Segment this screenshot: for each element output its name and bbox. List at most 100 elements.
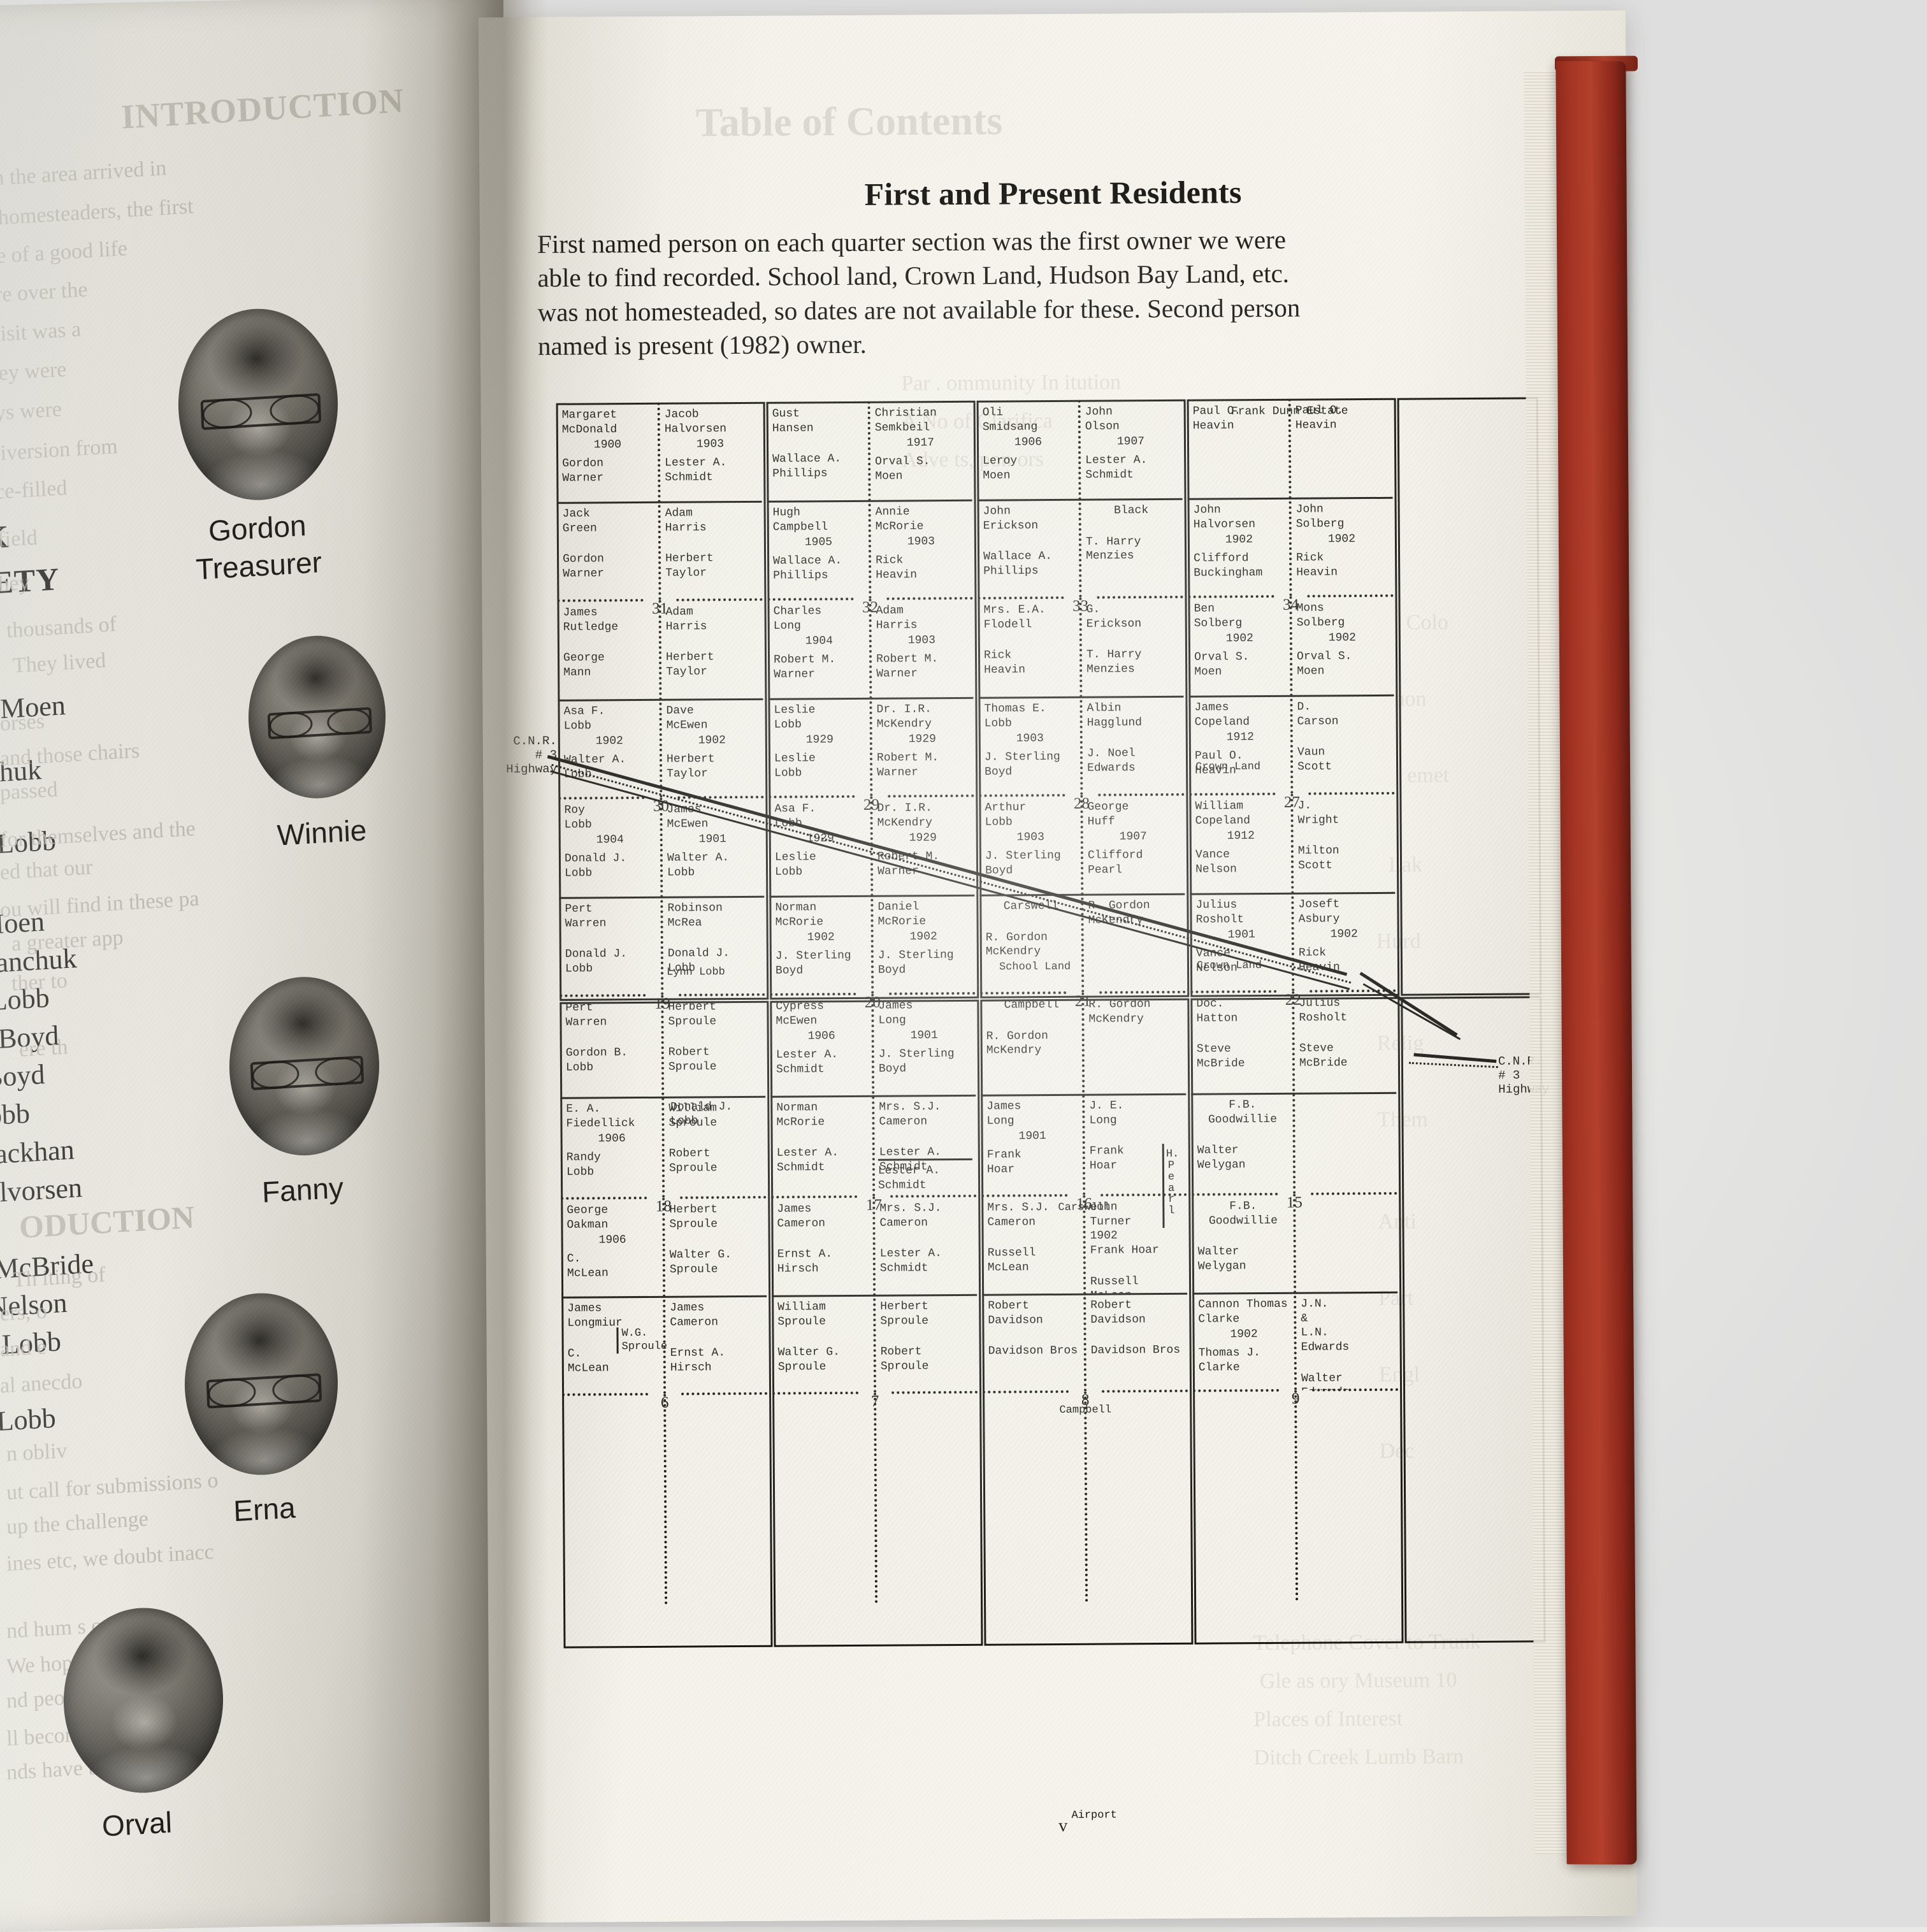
eyeglasses-icon xyxy=(267,707,373,740)
present-owner: Thomas J. Clarke xyxy=(1198,1346,1260,1374)
quarter-section: James Rutledge George Mann xyxy=(557,600,660,700)
photo-caption-gordon: Gordon Treasurer xyxy=(195,508,322,586)
first-owner: Adam Harris xyxy=(876,604,918,632)
ghost-line-9: ence-filled xyxy=(0,476,68,505)
portrait-photo-winnie xyxy=(245,631,389,802)
first-owner: Thomas E. Lobb xyxy=(984,702,1046,730)
left-page-ghost-heading: INTRODUCTION xyxy=(120,81,405,136)
present-owner: Wallace A. Phillips xyxy=(983,550,1053,578)
present-owner: Orval S. Moen xyxy=(875,455,930,483)
name-mid-8: Halvorsen xyxy=(0,1172,83,1210)
quarter-section: Mrs. S.J. Cameron Lester A. Schmidt xyxy=(874,1196,977,1295)
label-lynn-lobb: Lynn Lobb xyxy=(666,966,725,979)
first-owner: Mrs. E.A. Flodell xyxy=(983,603,1046,631)
first-owner: Albin Hagglund xyxy=(1086,702,1143,730)
quarter-section: J.N. & L.N. Edwards Walter Edwards xyxy=(1295,1292,1398,1390)
quarter-section: Ben Solberg 1902 Orval S. Moen xyxy=(1188,596,1291,696)
homestead-year: 1902 xyxy=(807,931,835,944)
quarter-section: Leslie Lobb 1929 Leslie Lobb xyxy=(768,698,871,797)
name-mid-7: Brackhan xyxy=(0,1134,75,1172)
first-owner: Robert Davidson xyxy=(988,1299,1043,1327)
section-16: 8 Mrs. S.J. Cameron Russell McLean John Tur… xyxy=(981,1195,1188,1409)
homestead-year: 1904 xyxy=(805,635,834,648)
quarter-section: D. Carson Vaun Scott xyxy=(1291,695,1394,794)
homestead-year: 1902 xyxy=(1327,533,1356,546)
present-owner: Orval S. Moen xyxy=(1296,650,1352,678)
quarter-section xyxy=(1193,1390,1296,1496)
quarter-section: George Huff 1907 Clifford Pearl xyxy=(1081,795,1185,894)
eyeglasses-icon xyxy=(200,393,322,430)
present-owner: Donald J. Lobb xyxy=(565,948,628,976)
homestead-year: 1901 xyxy=(1018,1130,1046,1143)
quarter-section: James Cameron Ernst A. Hirsch xyxy=(771,1197,874,1295)
present-owner: Steve McBride xyxy=(1196,1042,1245,1071)
quarter-section: Campbell R. Gordon McKendry xyxy=(980,993,1083,1095)
section-21: 16 Campbell R. Gordon McKendry R. Gordon Mc… xyxy=(980,992,1187,1213)
quarter-section: Robert Davidson Davidson Bros xyxy=(982,1294,1085,1392)
quarter-section: Annie McRorie 1903 Rick Heavin xyxy=(870,500,973,599)
present-owner: Leroy Moen xyxy=(983,454,1018,482)
quarter-section xyxy=(563,1499,666,1605)
first-owner: Herbert Sproule xyxy=(668,1000,717,1028)
first-owner: Dr. I.R. McKendry xyxy=(876,703,932,731)
present-owner: Davidson Bros xyxy=(1090,1344,1181,1358)
ghost-line-2: ur homesteaders, the first xyxy=(0,194,194,231)
present-owner: J. Sterling Boyd xyxy=(984,750,1060,779)
first-owner: Roy Lobb xyxy=(564,804,592,832)
homestead-year: 1917 xyxy=(906,436,935,450)
ghost-line-10: erfield xyxy=(0,526,38,553)
quarter-section xyxy=(773,1498,876,1604)
present-owner: Gordon B. Lobb xyxy=(565,1046,628,1074)
first-owner: James Long xyxy=(986,1100,1021,1128)
first-owner: Adam Harris xyxy=(665,605,707,633)
ghost-line-23: Th iting of xyxy=(12,1262,106,1292)
quarter-section: F.B. Goodwillie Walter Welygan xyxy=(1192,1194,1295,1293)
eyeglasses-icon xyxy=(250,1055,364,1091)
quarter-section xyxy=(875,1392,978,1498)
homestead-year: 1902 xyxy=(909,930,937,944)
name-mid-6: Lobb xyxy=(0,1097,31,1132)
quarter-section xyxy=(665,1394,768,1499)
quarter-section: G. Erickson T. Harry Menzies xyxy=(1080,597,1183,696)
quarter-section: John Erickson Wallace A. Phillips xyxy=(978,499,1081,598)
homestead-year: 1902 xyxy=(1225,533,1253,547)
present-owner: Lester A. Schmidt xyxy=(879,1247,942,1275)
present-owner: Davidson Bros xyxy=(988,1344,1078,1359)
ghost-line-25: and e xyxy=(0,1335,47,1362)
present-owner: Robert Sproule xyxy=(668,1147,718,1175)
present-owner: R. Gordon McKendry xyxy=(986,1029,1048,1058)
intro-line-4: named is present (1982) owner. xyxy=(537,329,867,361)
quarter-section: James Long 1901 Frank Hoar xyxy=(981,1094,1084,1196)
present-owner: Donald J. Lobb xyxy=(564,852,627,880)
ghost-line-18: ed that our xyxy=(0,855,94,884)
present-owner: George Mann xyxy=(563,651,605,679)
section-4: 33 Oli Smidsang 1906 Leroy Moen John Olson 19… xyxy=(977,400,1183,615)
ghost-line-24: ers, o xyxy=(0,1299,48,1326)
first-owner: Robert Davidson xyxy=(1090,1299,1146,1327)
quarter-section: James Copeland 1912 Paul O. Heavin xyxy=(1188,695,1292,795)
present-owner: Herbert Taylor xyxy=(665,552,714,580)
first-owner: G. Erickson xyxy=(1086,603,1142,631)
cnr-highway-label-left: C.N.R. # 3 Highway xyxy=(506,733,558,776)
section-22: 15 Doc. Hatton Steve McBride Julius Rosholt… xyxy=(1190,991,1397,1211)
quarter-section: R. Gordon McKendry xyxy=(1083,992,1186,1094)
present-owner: Vaun Scott xyxy=(1297,746,1332,774)
quarter-section: Cypress McEwen 1906 Lester A. Schmidt xyxy=(770,994,873,1096)
quarter-section: Jack Green Gordon Warner xyxy=(557,501,660,601)
homestead-year: 1912 xyxy=(1227,830,1255,843)
map-grid: 31 Margaret McDonald 1900 Gordon Warner Jaco… xyxy=(556,397,1546,1822)
quarter-section: Doc. Hatton Steve McBride xyxy=(1190,991,1294,1093)
right-page: Table of Contents Par . ommunity In itut… xyxy=(478,10,1638,1923)
first-owner: Christian Semkbeil xyxy=(874,407,937,435)
present-owner: Frank Hoar xyxy=(986,1148,1021,1176)
homestead-year: 1902 xyxy=(595,735,623,748)
quarter-section: Pert Warren Gordon B. Lobb xyxy=(559,995,663,1097)
quarter-section: Oli Smidsang 1906 Leroy Moen xyxy=(977,400,1080,500)
quarter-section: Dr. I.R. McKendry 1929 Robert M. Warner xyxy=(871,796,974,895)
ghost-toc-title: Table of Contents xyxy=(695,97,1003,145)
quarter-section: Roy Lobb 1904 Donald J. Lobb xyxy=(558,798,661,897)
section-19: 18 Pert Warren Gordon B. Lobb Herbert Sprou… xyxy=(559,995,767,1215)
present-owner: J. Sterling Boyd xyxy=(877,949,954,977)
homestead-year: 1903 xyxy=(1016,831,1044,844)
